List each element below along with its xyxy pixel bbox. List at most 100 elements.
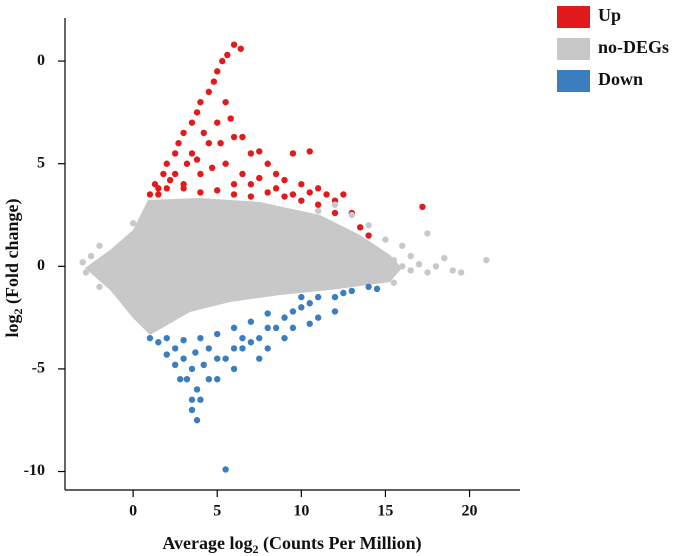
point xyxy=(180,355,187,362)
point xyxy=(340,191,347,198)
point xyxy=(298,293,305,301)
point xyxy=(82,269,90,276)
point xyxy=(230,324,238,332)
point xyxy=(177,375,184,383)
point xyxy=(424,269,431,276)
point xyxy=(331,201,339,208)
point xyxy=(193,109,201,116)
point xyxy=(256,334,263,342)
point xyxy=(348,211,355,219)
point xyxy=(281,193,288,200)
point xyxy=(365,232,372,239)
point xyxy=(193,156,201,163)
point xyxy=(224,51,231,59)
legend-swatch xyxy=(557,38,590,60)
point xyxy=(390,279,398,286)
point xyxy=(281,334,288,342)
point xyxy=(79,259,86,266)
legend-swatch xyxy=(557,6,590,28)
point xyxy=(264,324,271,332)
point xyxy=(214,119,221,126)
point xyxy=(331,308,339,315)
point xyxy=(197,170,204,178)
point xyxy=(171,345,179,352)
point xyxy=(188,119,196,126)
points xyxy=(79,41,490,473)
x-title-rest: (Counts Per Million) xyxy=(258,533,421,554)
point xyxy=(96,242,103,249)
point xyxy=(314,185,322,192)
point xyxy=(340,289,347,297)
point xyxy=(314,207,322,215)
point xyxy=(289,308,297,315)
point xyxy=(197,189,204,196)
point xyxy=(175,139,182,147)
y-tick-label: 0 xyxy=(37,52,45,69)
legend-swatch xyxy=(557,70,590,92)
point xyxy=(214,375,221,383)
point xyxy=(129,220,137,227)
point xyxy=(214,330,221,338)
point xyxy=(197,334,204,342)
point xyxy=(197,98,204,106)
dense-cloud xyxy=(85,198,402,335)
point xyxy=(247,318,255,325)
y-tick-label: 5 xyxy=(37,154,45,171)
point xyxy=(222,98,229,106)
point xyxy=(171,150,179,157)
y-tick-label: 0 xyxy=(37,257,45,274)
legend-label: no-DEGs xyxy=(598,37,669,57)
point xyxy=(247,339,255,346)
point xyxy=(222,466,229,473)
y-tick-label: -10 xyxy=(24,462,45,479)
point xyxy=(373,285,381,293)
point xyxy=(247,181,255,188)
x-title-main: Average log xyxy=(162,533,252,553)
x-tick-label: 15 xyxy=(377,503,393,520)
point xyxy=(146,334,154,342)
point xyxy=(200,361,207,369)
point xyxy=(298,304,305,311)
point xyxy=(205,375,213,383)
point xyxy=(306,189,313,196)
x-tick-label: 20 xyxy=(462,503,478,520)
point xyxy=(424,230,431,237)
point xyxy=(237,45,244,52)
point xyxy=(256,174,263,182)
point xyxy=(449,267,456,274)
point xyxy=(227,115,234,122)
point xyxy=(96,283,103,291)
point xyxy=(146,191,154,198)
point xyxy=(155,185,162,192)
point xyxy=(306,300,313,307)
point xyxy=(399,242,406,249)
point xyxy=(166,176,174,184)
point xyxy=(272,324,280,332)
point xyxy=(171,361,179,369)
point xyxy=(214,355,221,362)
point xyxy=(432,263,440,270)
point xyxy=(264,345,271,352)
point xyxy=(210,78,218,85)
point xyxy=(365,222,372,229)
point xyxy=(281,176,288,184)
y-title-rest: (Fold change) xyxy=(2,198,23,308)
point xyxy=(390,256,398,264)
point xyxy=(180,185,187,192)
point xyxy=(208,164,216,172)
point xyxy=(180,336,187,344)
point xyxy=(205,345,213,352)
point xyxy=(289,324,297,332)
legend-label: Up xyxy=(598,5,621,25)
point xyxy=(264,189,271,196)
point xyxy=(205,88,213,96)
point xyxy=(155,191,162,198)
point xyxy=(264,160,271,167)
point xyxy=(230,181,238,188)
point xyxy=(256,355,263,362)
point xyxy=(183,375,191,383)
point xyxy=(298,181,305,188)
point xyxy=(407,267,414,274)
